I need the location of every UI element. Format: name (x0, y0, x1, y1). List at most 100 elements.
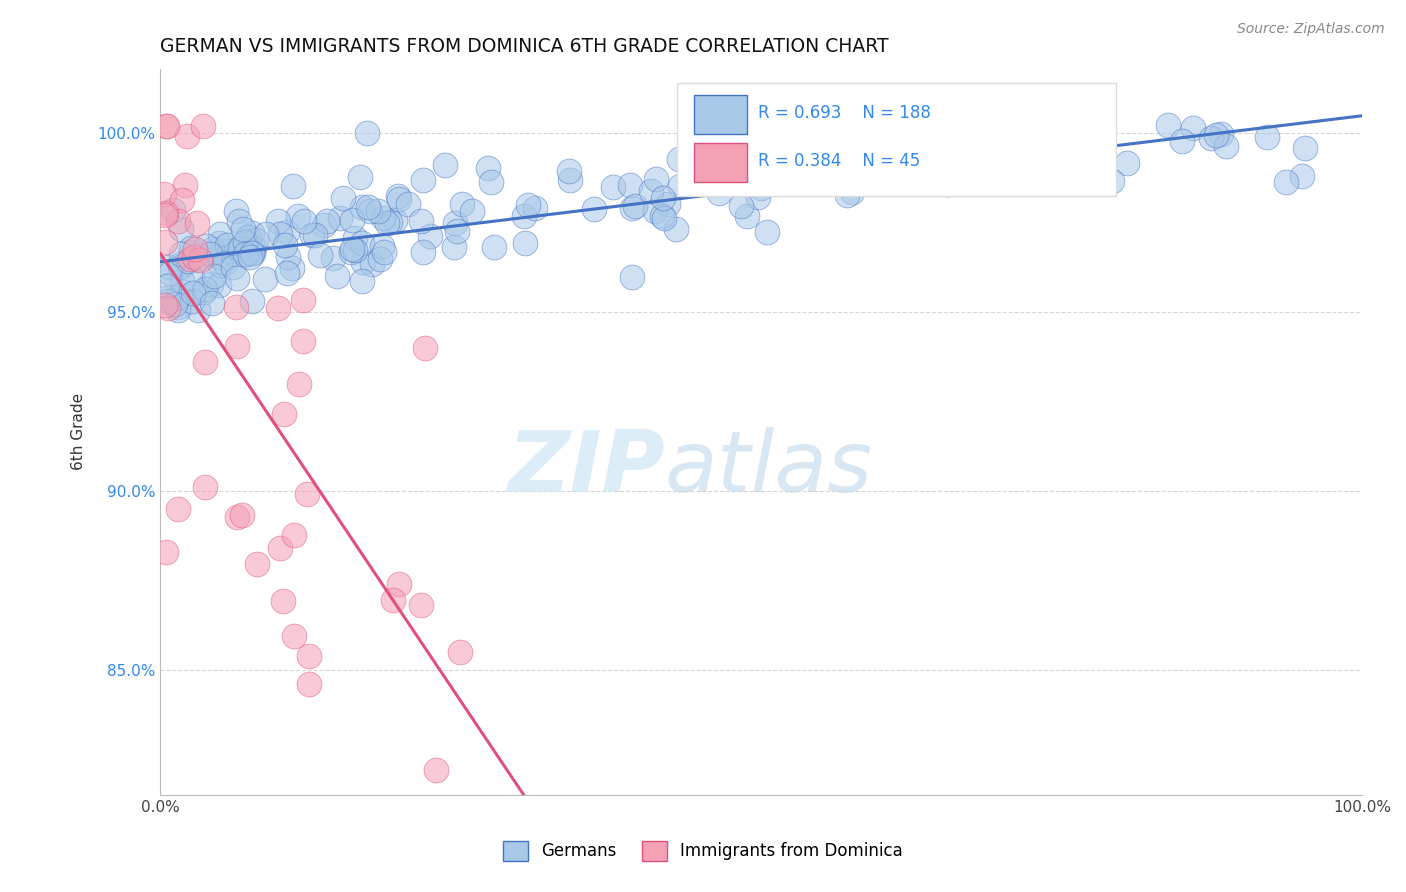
Point (513, 209, 536, 223)
Point (240, 293, 263, 308)
Point (304, 227, 326, 242)
Point (233, 235, 256, 249)
Point (340, 245, 363, 260)
Point (841, 186, 863, 200)
Point (620, 201, 643, 215)
Point (352, 235, 374, 250)
Point (155, 291, 177, 305)
Text: GERMAN VS IMMIGRANTS FROM DOMINICA 6TH GRADE CORRELATION CHART: GERMAN VS IMMIGRANTS FROM DOMINICA 6TH G… (160, 37, 889, 56)
Point (181, 285, 204, 300)
Point (287, 209, 309, 223)
Point (209, 227, 232, 241)
Point (225, 271, 247, 285)
Point (377, 216, 399, 230)
Point (153, 187, 176, 202)
Point (665, 222, 688, 236)
Text: R = 0.384    N = 45: R = 0.384 N = 45 (758, 153, 920, 170)
Point (231, 508, 253, 523)
Point (730, 199, 752, 213)
Point (460, 204, 482, 219)
Point (384, 212, 406, 227)
Point (233, 242, 256, 256)
Point (651, 191, 673, 205)
Point (412, 173, 434, 187)
Point (291, 293, 314, 308)
Point (167, 302, 190, 317)
Point (451, 196, 474, 211)
Point (839, 117, 862, 131)
Point (194, 480, 217, 494)
Point (233, 247, 256, 261)
Point (412, 245, 434, 260)
Point (731, 170, 754, 185)
Point (1211, 127, 1233, 141)
Point (169, 222, 191, 236)
Point (200, 277, 222, 292)
Point (228, 214, 250, 228)
Point (1101, 174, 1123, 188)
Point (156, 119, 179, 133)
Point (446, 224, 468, 238)
Point (343, 231, 366, 245)
Point (208, 250, 231, 264)
Point (155, 298, 177, 312)
Point (382, 592, 405, 607)
Point (202, 268, 225, 283)
Point (387, 189, 409, 203)
Point (326, 268, 349, 283)
Point (669, 179, 692, 194)
Point (479, 175, 502, 189)
Point (367, 204, 389, 219)
FancyBboxPatch shape (693, 95, 747, 135)
Point (409, 214, 432, 228)
Point (1256, 129, 1278, 144)
Point (287, 377, 309, 392)
Point (208, 258, 231, 272)
Point (254, 227, 277, 242)
Point (765, 162, 787, 177)
Point (301, 227, 323, 242)
Point (170, 247, 193, 261)
Point (1035, 142, 1057, 156)
Point (620, 269, 643, 284)
Point (194, 355, 217, 369)
Point (380, 215, 402, 229)
Legend: Germans, Immigrants from Dominica: Germans, Immigrants from Dominica (496, 834, 910, 868)
Point (360, 257, 382, 271)
Point (449, 645, 471, 659)
Y-axis label: 6th Grade: 6th Grade (72, 393, 86, 470)
Point (170, 257, 193, 271)
Point (1182, 121, 1205, 136)
Point (640, 184, 662, 198)
Point (523, 201, 546, 215)
Point (208, 278, 231, 293)
Point (267, 301, 290, 315)
Point (156, 279, 179, 293)
Point (214, 256, 236, 270)
Point (756, 225, 779, 239)
Point (1047, 164, 1070, 178)
Point (624, 199, 647, 213)
Point (172, 285, 194, 300)
Point (735, 209, 758, 223)
Point (281, 260, 304, 275)
Point (225, 300, 247, 314)
Point (912, 145, 935, 159)
Point (1291, 169, 1313, 183)
Point (167, 301, 190, 315)
FancyBboxPatch shape (676, 84, 1115, 196)
Point (936, 178, 959, 192)
Point (950, 146, 973, 161)
Point (359, 203, 381, 218)
Point (173, 178, 195, 193)
Point (242, 241, 264, 255)
Point (276, 266, 298, 280)
Point (283, 629, 305, 643)
Point (193, 282, 215, 296)
Point (229, 243, 252, 257)
Point (1074, 126, 1097, 140)
Point (181, 271, 204, 285)
Point (225, 203, 247, 218)
Point (167, 214, 190, 228)
Point (444, 216, 467, 230)
